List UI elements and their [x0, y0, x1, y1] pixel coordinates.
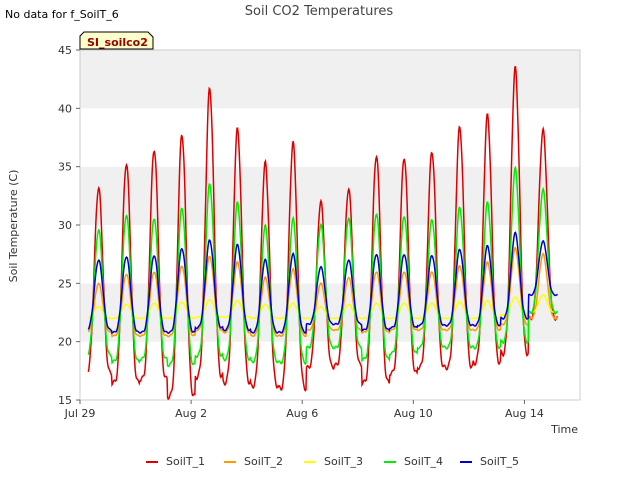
- y-axis: 15 20 25 30 35 40 45: [58, 44, 80, 407]
- grid-band: [80, 225, 580, 284]
- legend-label: SoilT_3: [324, 455, 363, 468]
- x-tick-label: Aug 14: [505, 407, 544, 420]
- y-tick-label: 30: [58, 219, 72, 232]
- x-axis-label: Time: [550, 423, 578, 436]
- y-tick-label: 35: [58, 161, 72, 174]
- site-tag: SI_soilco2: [79, 31, 154, 50]
- legend-item-SoilT_5: SoilT_5: [460, 455, 519, 468]
- legend-item-SoilT_4: SoilT_4: [384, 455, 443, 468]
- y-tick-label: 40: [58, 102, 72, 115]
- legend-item-SoilT_2: SoilT_2: [224, 455, 283, 468]
- site-tag-label: SI_soilco2: [87, 36, 148, 49]
- chart-title: Soil CO2 Temperatures: [245, 4, 394, 19]
- x-tick-label: Aug 10: [394, 407, 433, 420]
- x-axis: Jul 29 Aug 2 Aug 6 Aug 10 Aug 14: [64, 400, 544, 420]
- y-axis-label: Soil Temperature (C): [7, 170, 20, 283]
- grid-band: [80, 108, 580, 167]
- y-tick-label: 15: [58, 394, 72, 407]
- nodata-note: No data for f_SoilT_6: [5, 8, 119, 21]
- series-line-SoilT_4: [87, 165, 558, 368]
- legend-label: SoilT_2: [244, 455, 283, 468]
- y-tick-label: 25: [58, 277, 72, 290]
- legend-item-SoilT_3: SoilT_3: [304, 455, 363, 468]
- legend-label: SoilT_5: [480, 455, 519, 468]
- grid-band: [80, 50, 580, 109]
- x-tick-label: Aug 6: [286, 407, 318, 420]
- series-layer: [87, 65, 559, 400]
- site-tag-box: [79, 31, 154, 50]
- y-tick-label: 45: [58, 44, 72, 57]
- x-tick-label: Jul 29: [64, 407, 96, 420]
- grid-band: [80, 166, 580, 225]
- y-tick-label: 20: [58, 336, 72, 349]
- grid-band: [80, 283, 580, 342]
- background-bands: [80, 50, 580, 400]
- x-tick-label: Aug 2: [175, 407, 207, 420]
- legend-label: SoilT_1: [166, 455, 205, 468]
- series-line-SoilT_5: [87, 231, 558, 335]
- legend-item-SoilT_1: SoilT_1: [146, 455, 205, 468]
- legend-label: SoilT_4: [404, 455, 443, 468]
- legend: SoilT_1 SoilT_2 SoilT_3 SoilT_4 SoilT_5: [146, 455, 519, 468]
